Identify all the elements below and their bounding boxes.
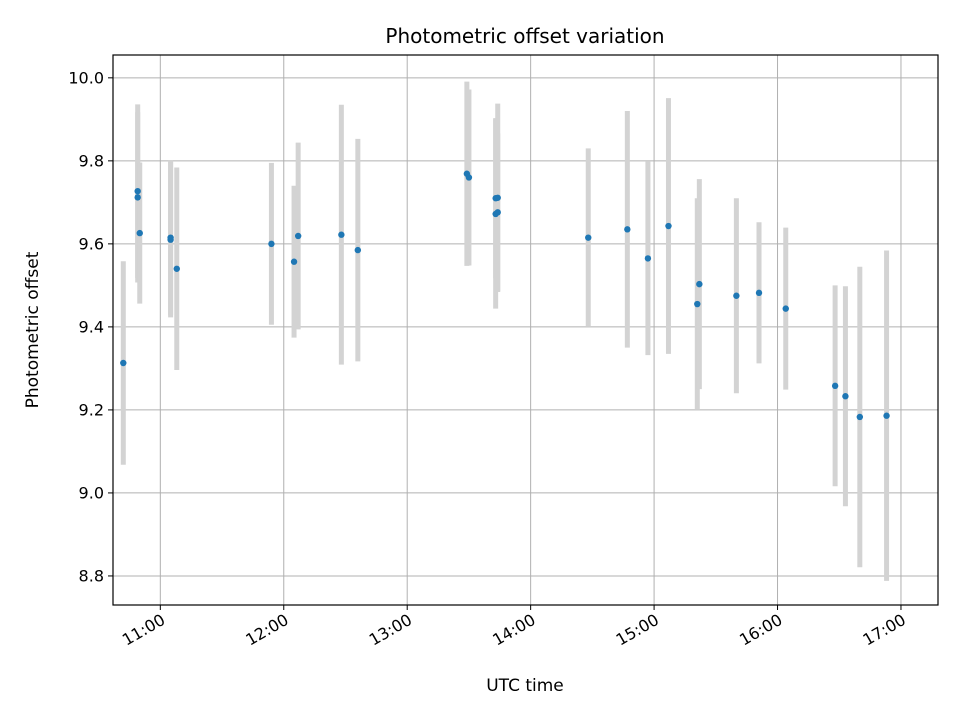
x-tick-label: 12:00 — [242, 610, 291, 650]
data-point — [294, 232, 302, 240]
y-axis-ticks: 8.8 9.0 9.2 9.4 9.6 9.8 10.0 — [68, 68, 113, 585]
data-point — [694, 300, 701, 308]
y-tick-label: 8.8 — [79, 566, 104, 585]
y-tick-label: 10.0 — [68, 68, 104, 87]
data-point — [494, 194, 501, 201]
data-point — [268, 240, 275, 248]
data-points — [120, 170, 890, 421]
data-point — [782, 305, 789, 312]
y-tick-label: 9.0 — [79, 483, 104, 502]
x-axis-ticks: 11:00 12:00 13:00 14:00 15:00 16:00 17:00 — [119, 605, 909, 650]
x-tick-label: 14:00 — [489, 610, 538, 650]
error-bars — [120, 81, 890, 581]
data-point — [167, 234, 174, 241]
data-point — [842, 393, 849, 400]
x-tick-label: 16:00 — [736, 610, 785, 650]
data-point — [585, 234, 592, 241]
data-point — [173, 265, 180, 272]
chart-title: Photometric offset variation — [385, 24, 664, 48]
data-point — [856, 413, 864, 421]
data-point — [696, 280, 703, 288]
x-axis-label: UTC time — [486, 676, 564, 696]
data-point — [354, 246, 362, 254]
x-tick-label: 13:00 — [366, 610, 415, 650]
data-point — [134, 194, 141, 201]
data-point — [338, 231, 345, 238]
x-tick-label: 15:00 — [613, 610, 662, 650]
y-tick-label: 9.4 — [79, 317, 104, 336]
data-point — [134, 187, 141, 195]
grid — [113, 55, 938, 605]
data-point — [831, 382, 839, 390]
data-point — [733, 292, 740, 299]
data-point — [290, 258, 298, 265]
y-tick-label: 9.2 — [79, 400, 104, 419]
data-point — [755, 289, 763, 297]
plot-frame — [112, 54, 939, 606]
x-tick-label: 11:00 — [119, 610, 168, 650]
data-point — [120, 359, 127, 367]
data-point — [136, 229, 143, 237]
data-point — [665, 222, 672, 230]
data-point — [465, 174, 473, 181]
y-tick-label: 9.6 — [79, 234, 104, 253]
data-point — [624, 226, 631, 233]
y-axis-label: Photometric offset — [23, 251, 43, 408]
x-tick-label: 17:00 — [860, 610, 909, 650]
y-tick-label: 9.8 — [79, 151, 104, 170]
data-point — [883, 412, 890, 419]
data-point — [494, 209, 501, 216]
data-point — [644, 255, 652, 262]
